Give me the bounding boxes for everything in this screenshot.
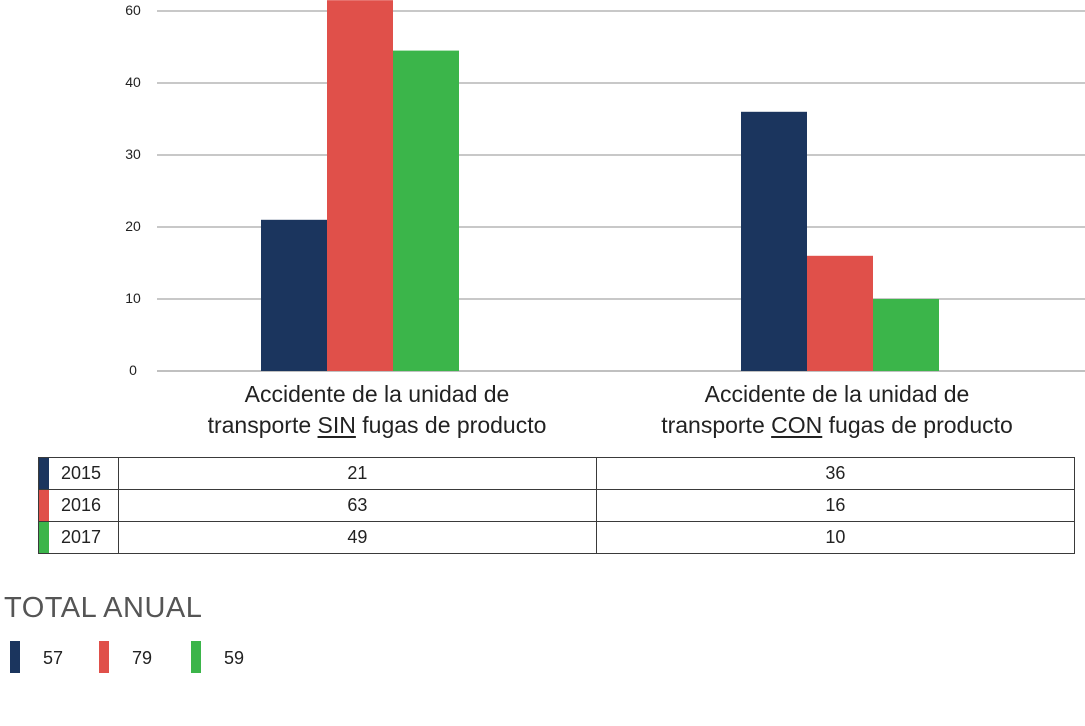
- bar-2016-0: [327, 0, 393, 371]
- bar-chart: 0 10 20 30 40 60: [125, 0, 1085, 378]
- total-swatch: [191, 641, 201, 673]
- category-label-line1: Accidente de la unidad de: [704, 381, 970, 407]
- category-label-line2: transporte CON fugas de producto: [661, 412, 1013, 438]
- year-cell: 2015: [38, 457, 119, 490]
- category-label-sin: Accidente de la unidad de transporte SIN…: [167, 379, 587, 441]
- table-row: 2015 21 36: [38, 457, 1076, 490]
- total-swatch: [10, 641, 20, 673]
- bar-2015-0: [261, 219, 327, 371]
- category-label-line1: Accidente de la unidad de: [244, 381, 510, 407]
- category-label-con: Accidente de la unidad de transporte CON…: [627, 379, 1047, 441]
- bar-2017-0: [393, 50, 459, 371]
- year-cell: 2017: [38, 521, 119, 554]
- series-swatch: [39, 490, 49, 521]
- table-cell: 10: [595, 521, 1076, 554]
- year-cell: 2016: [38, 489, 119, 522]
- table-cell: 21: [117, 457, 597, 490]
- table-cell: 16: [595, 489, 1076, 522]
- table-cell: 49: [117, 521, 597, 554]
- y-tick-label: 40: [125, 74, 141, 90]
- total-value: 79: [132, 648, 153, 668]
- y-tick-label: 0: [129, 362, 137, 378]
- total-swatch: [99, 641, 109, 673]
- table-row: 2017 49 10: [38, 521, 1076, 554]
- y-tick-label: 20: [125, 218, 141, 234]
- y-tick-label: 60: [125, 2, 141, 18]
- table-cell: 36: [595, 457, 1076, 490]
- series-swatch: [39, 458, 49, 489]
- data-table: 2015 21 36 2016 63 16 2017 49 10: [38, 457, 1076, 554]
- table-row: 2016 63 16: [38, 489, 1076, 522]
- bar-2016-1: [807, 255, 873, 371]
- total-value: 57: [43, 648, 64, 668]
- total-value: 59: [224, 648, 245, 668]
- series-swatch: [39, 522, 49, 553]
- category-label-line2: transporte SIN fugas de producto: [207, 412, 547, 438]
- bar-2015-1: [741, 111, 807, 372]
- totals-title: TOTAL ANUAL: [4, 592, 203, 624]
- y-tick-label: 10: [125, 290, 141, 306]
- y-tick-label: 30: [125, 146, 141, 162]
- bar-2017-1: [873, 299, 939, 371]
- table-cell: 63: [117, 489, 597, 522]
